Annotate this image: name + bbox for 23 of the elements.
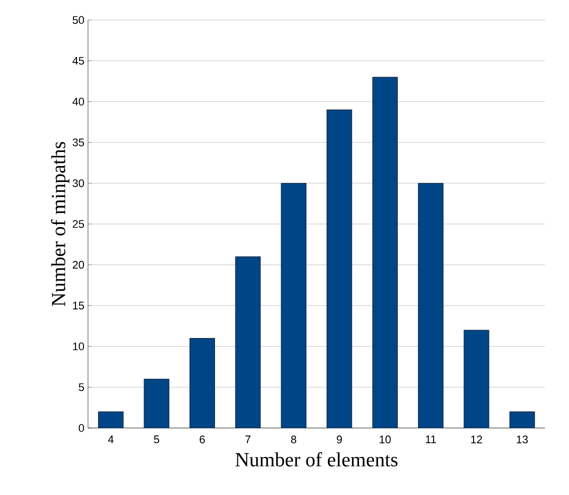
- y-tick-label: 40: [72, 98, 84, 106]
- y-tick-label: 30: [72, 179, 84, 188]
- x-tick-label: 13: [516, 436, 528, 444]
- x-tick-label: 11: [426, 436, 436, 444]
- x-tick-label: 5: [154, 436, 160, 444]
- y-tick-label: 5: [78, 383, 84, 392]
- y-tick-label: 15: [73, 302, 84, 310]
- x-tick-label: 8: [291, 436, 296, 444]
- y-tick-label: 25: [72, 220, 84, 228]
- x-tick-label: 9: [336, 436, 342, 444]
- x-tick-label: 10: [380, 436, 391, 444]
- y-tick-label: 50: [72, 16, 84, 24]
- y-axis-title: Number of minpaths: [51, 142, 70, 306]
- y-tick-label: 45: [72, 56, 84, 65]
- y-tick-label: 0: [78, 424, 84, 432]
- x-tick-label: 6: [200, 436, 205, 444]
- x-tick-label: 7: [245, 436, 250, 444]
- y-tick-label: 35: [72, 138, 84, 146]
- x-tick-label: 12: [471, 436, 482, 444]
- y-tick-label: 20: [72, 260, 84, 269]
- y-tick-label: 10: [73, 342, 84, 350]
- x-axis-title: Number of elements: [235, 452, 398, 466]
- x-tick-label: 4: [108, 436, 114, 444]
